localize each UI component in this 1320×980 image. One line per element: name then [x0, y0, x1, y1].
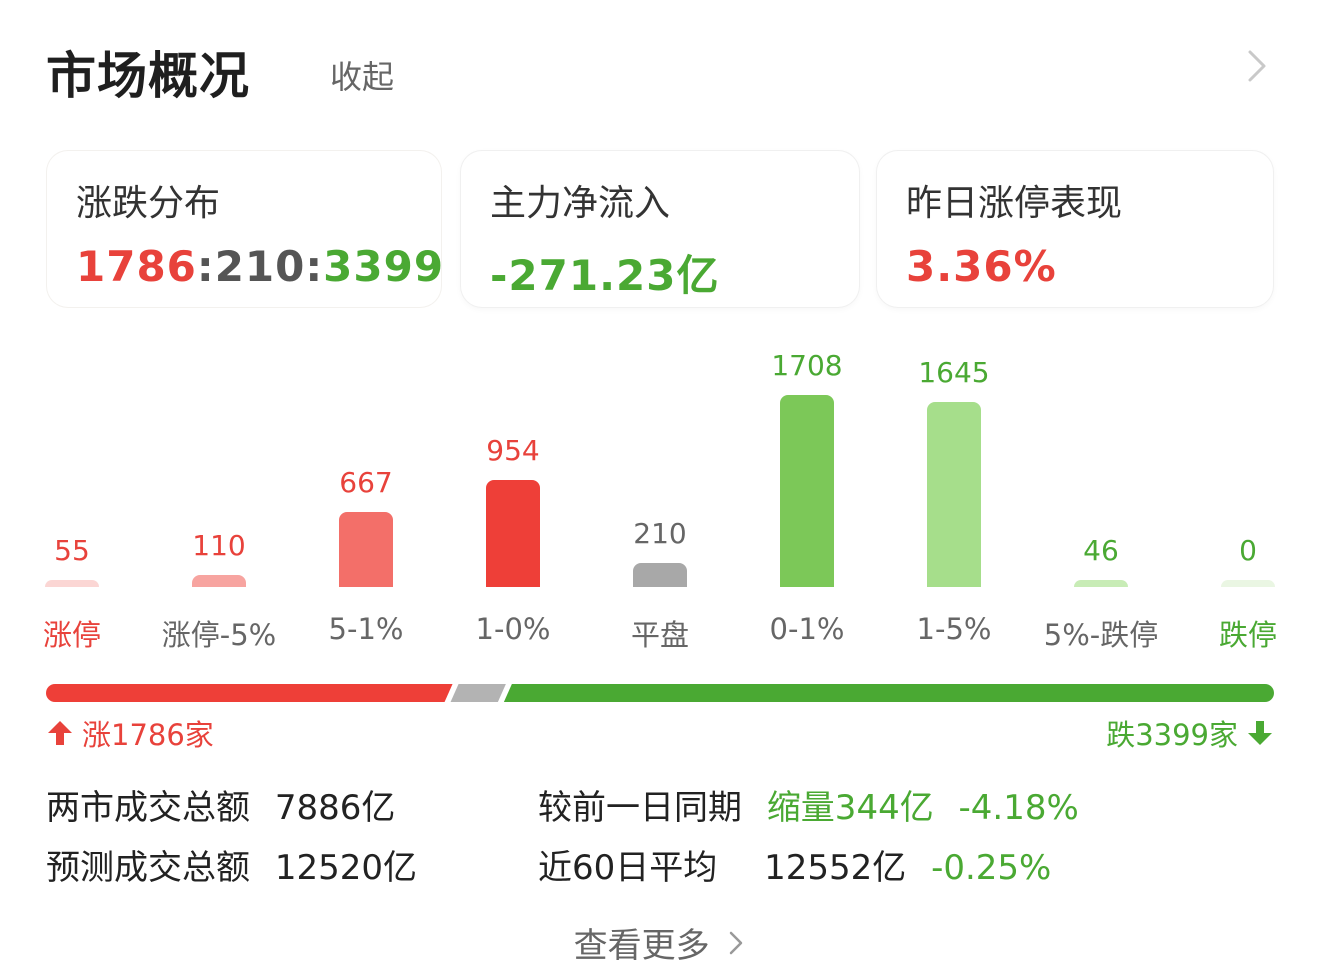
- arrow-down-icon: [1248, 721, 1272, 745]
- card-title: 主力净流入: [490, 183, 671, 224]
- bar-value-label: 1645: [918, 356, 990, 390]
- bar: [1074, 580, 1128, 587]
- bar-column: 1645 1-5%: [884, 330, 1024, 660]
- up-summary-label: 涨1786家: [82, 718, 214, 752]
- bar-column: 0 跌停: [1178, 330, 1318, 660]
- up-summary: 涨1786家: [46, 712, 214, 754]
- avg60-value: 12552亿: [764, 848, 907, 888]
- category-label: 涨停-5%: [161, 618, 277, 652]
- main-net-inflow-card[interactable]: 主力净流入 -271.23亿: [460, 150, 860, 308]
- avg60-pct: -0.25%: [931, 848, 1052, 888]
- category-label: 平盘: [630, 618, 689, 652]
- turnover-row: 两市成交总额 7886亿: [46, 780, 395, 829]
- forecast-row: 预测成交总额 12520亿: [46, 840, 417, 889]
- avg60-row: 近60日平均 12552亿 -0.25%: [538, 840, 1051, 889]
- bar-column: 55 涨停: [2, 330, 142, 660]
- page-title: 市场概况: [46, 47, 250, 105]
- bar: [927, 402, 981, 587]
- bar: [780, 395, 834, 587]
- bar-value-label: 667: [339, 466, 393, 500]
- bar-column: 46 5%-跌停: [1031, 330, 1171, 660]
- category-label: 5-1%: [328, 612, 404, 646]
- bar: [633, 563, 687, 587]
- card-title: 涨跌分布: [76, 183, 221, 224]
- bar-value-label: 210: [633, 517, 687, 551]
- view-more-link[interactable]: 查看更多: [0, 918, 1320, 967]
- avg60-label: 近60日平均: [538, 848, 718, 888]
- advance-decline-value: 1786:210:3399: [76, 242, 443, 291]
- category-label: 0-1%: [769, 612, 845, 646]
- limit-up-performance-card[interactable]: 昨日涨停表现 3.36%: [876, 150, 1274, 308]
- card-title: 昨日涨停表现: [906, 183, 1123, 224]
- category-label: 涨停: [42, 618, 101, 652]
- bar: [339, 512, 393, 587]
- separator: :: [305, 242, 324, 291]
- advance-decline-card[interactable]: 涨跌分布 1786:210:3399: [46, 150, 443, 308]
- bar-column: 110 涨停-5%: [149, 330, 289, 660]
- category-label: 1-5%: [916, 612, 992, 646]
- net-inflow-value: -271.23亿: [490, 251, 720, 300]
- bar: [1221, 580, 1275, 587]
- limit-up-performance-value: 3.36%: [906, 242, 1057, 291]
- up-segment: [46, 684, 453, 702]
- view-more-label: 查看更多: [573, 926, 710, 966]
- turnover-value: 7886亿: [274, 788, 396, 828]
- bar-value-label: 110: [192, 528, 246, 562]
- category-label: 跌停: [1218, 618, 1277, 652]
- chevron-right-icon: [730, 931, 743, 954]
- down-summary-label: 跌3399家: [1106, 718, 1238, 752]
- bar: [45, 580, 99, 587]
- compare-pct: -4.18%: [958, 788, 1079, 828]
- category-label: 5%-跌停: [1043, 618, 1159, 652]
- category-label: 1-0%: [475, 612, 551, 646]
- turnover-label: 两市成交总额: [46, 788, 250, 828]
- down-count: 3399: [323, 242, 445, 291]
- compare-row: 较前一日同期 缩量344亿 -4.18%: [538, 780, 1079, 829]
- bar: [192, 574, 246, 587]
- bar-column: 954 1-0%: [443, 330, 583, 660]
- distribution-bar-chart: 55 涨停 110 涨停-5% 667 5-1% 954 1-0% 210 平盘 1708 0-1% 1…: [0, 330, 1320, 660]
- up-count: 1786: [76, 242, 197, 291]
- collapse-button[interactable]: 收起: [330, 58, 395, 96]
- bar-value-label: 46: [1083, 534, 1119, 567]
- bar-column: 210 平盘: [590, 330, 730, 660]
- compare-label: 较前一日同期: [538, 788, 742, 828]
- forecast-label: 预测成交总额: [46, 848, 250, 888]
- flat-count: 210: [214, 242, 306, 291]
- down-segment: [503, 684, 1274, 702]
- chevron-right-icon[interactable]: [1236, 46, 1276, 86]
- arrow-up-icon: [48, 721, 72, 745]
- bar-column: 667 5-1%: [296, 330, 436, 660]
- bar-value-label: 954: [486, 433, 540, 467]
- forecast-value: 12520亿: [274, 848, 417, 888]
- bar-value-label: 1708: [771, 349, 843, 382]
- bar-value-label: 55: [54, 534, 90, 567]
- bar-value-label: 0: [1239, 534, 1257, 567]
- down-summary: 跌3399家: [1106, 712, 1274, 754]
- breadth-progress-bar: [46, 684, 1274, 702]
- flat-segment: [450, 684, 506, 702]
- bar: [486, 479, 540, 587]
- bar-column: 1708 0-1%: [737, 330, 877, 660]
- separator: :: [196, 242, 215, 291]
- compare-value: 缩量344亿: [766, 788, 934, 828]
